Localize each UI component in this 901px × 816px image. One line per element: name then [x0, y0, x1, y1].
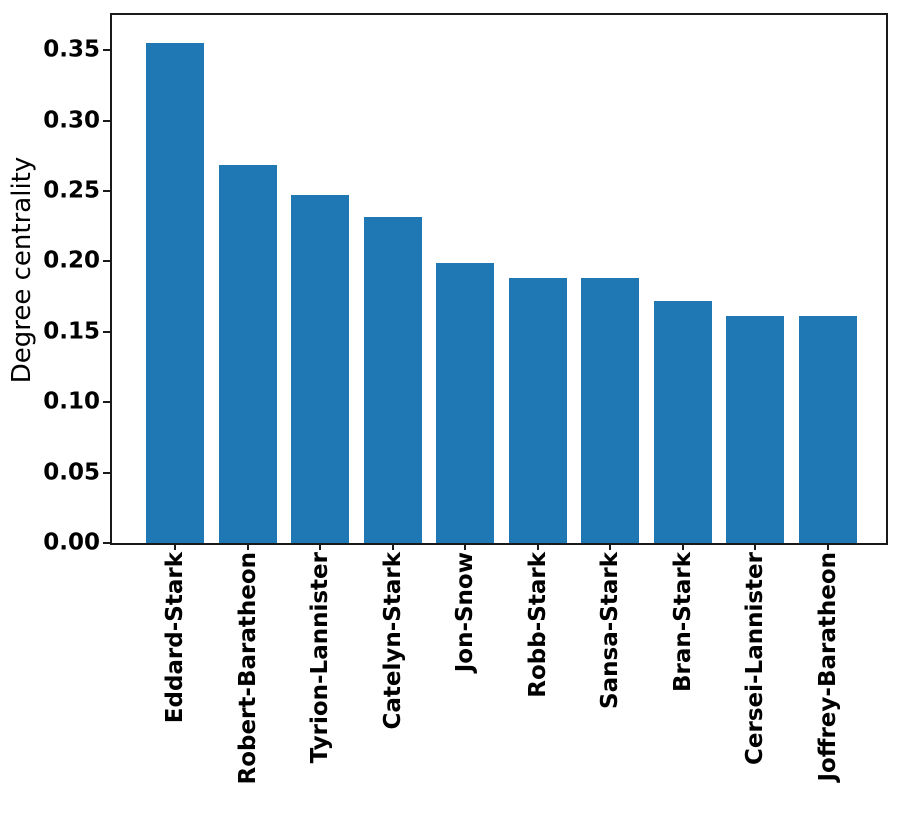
y-tick-mark [103, 401, 110, 404]
x-tick-label: Bran-Stark [669, 552, 695, 696]
x-tick-label: Cersei-Lannister [742, 552, 768, 769]
x-tick-label: Robb-Stark [524, 552, 550, 702]
bar-Robb-Stark [508, 278, 567, 543]
y-tick-label: 0.10 [43, 388, 100, 415]
x-tick-label-text: Catelyn-Stark [379, 552, 406, 730]
y-tick-mark [103, 542, 110, 544]
x-tick-label: Catelyn-Stark [379, 552, 405, 734]
x-tick-label-text: Cersei-Lannister [741, 552, 768, 765]
x-tick-mark [246, 543, 249, 550]
y-axis-label: Degree centrality [7, 156, 38, 388]
y-axis-label-text: Degree centrality [7, 156, 37, 384]
x-tick-label-text: Tyrion-Lannister [306, 552, 333, 764]
y-tick-mark [103, 471, 110, 474]
y-tick-mark [103, 330, 110, 333]
y-tick-label: 0.00 [43, 529, 100, 556]
x-tick-mark [609, 543, 611, 550]
y-tick-mark [103, 260, 110, 263]
x-tick-label: Robert-Baratheon [234, 552, 260, 789]
bar-Cersei-Lannister [726, 315, 784, 543]
bar-Tyrion-Lannister [291, 194, 349, 543]
x-tick-label: Eddard-Stark [162, 552, 188, 727]
plot-area [112, 15, 886, 543]
x-tick-label-text: Jon-Snow [451, 552, 478, 673]
x-tick-mark [826, 543, 829, 550]
x-tick-label-text: Sansa-Stark [596, 552, 623, 709]
x-tick-mark [754, 543, 756, 550]
y-tick-label: 0.35 [43, 36, 100, 63]
bar-Jon-Snow [436, 262, 494, 543]
x-tick-mark [681, 543, 684, 550]
bar-Eddard-Stark [146, 43, 204, 543]
x-tick-label: Jon-Snow [452, 552, 478, 676]
bar-Joffrey-Baratheon [798, 315, 857, 543]
x-tick-label-text: Robert-Baratheon [234, 552, 261, 785]
x-tick-label-text: Bran-Stark [669, 552, 696, 693]
y-tick-mark [103, 49, 110, 52]
x-tick-label-text: Eddard-Stark [161, 552, 188, 724]
x-tick-mark [174, 543, 176, 550]
y-tick-label: 0.30 [43, 106, 100, 133]
y-tick-label: 0.15 [43, 318, 100, 345]
y-tick-label: 0.25 [43, 177, 100, 204]
y-tick-label: 0.20 [43, 247, 100, 274]
x-tick-mark [319, 543, 321, 550]
x-tick-label: Tyrion-Lannister [307, 552, 333, 767]
bar-Robert-Baratheon [218, 164, 277, 543]
bar-Bran-Stark [653, 300, 712, 543]
y-tick-mark [103, 119, 110, 122]
x-tick-mark [536, 543, 539, 550]
x-tick-mark [464, 543, 466, 550]
x-tick-label-text: Joffrey-Baratheon [814, 552, 841, 782]
x-tick-label: Joffrey-Baratheon [814, 552, 840, 786]
y-tick-mark [103, 190, 110, 192]
bar-Sansa-Stark [581, 278, 639, 543]
bar-Catelyn-Stark [363, 217, 422, 543]
x-tick-label-text: Robb-Stark [524, 552, 551, 698]
x-tick-label: Sansa-Stark [597, 552, 623, 713]
x-tick-mark [391, 543, 394, 550]
y-tick-label: 0.05 [43, 458, 100, 485]
